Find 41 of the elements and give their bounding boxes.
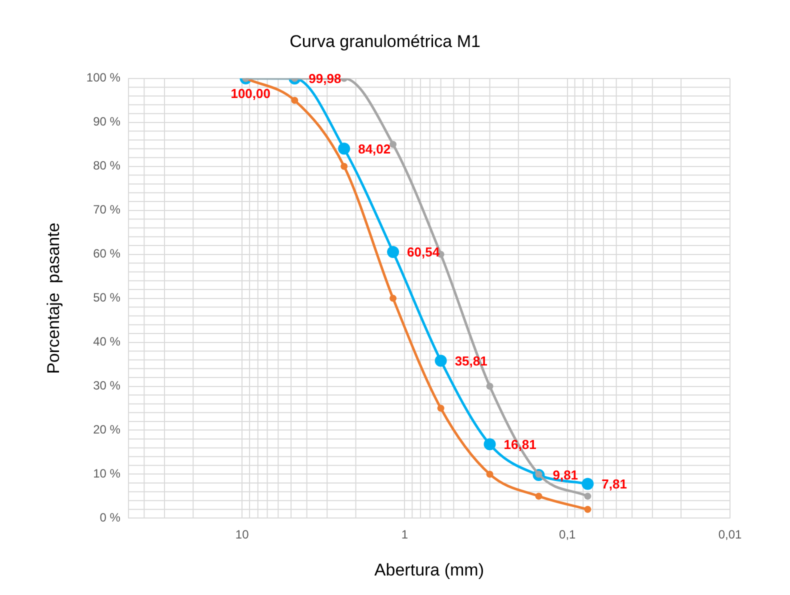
y-tick-label: 30 % bbox=[93, 378, 121, 393]
x-tick-label: 0,1 bbox=[559, 528, 576, 542]
point bbox=[340, 162, 348, 170]
y-tick-label: 50 % bbox=[93, 290, 121, 305]
point bbox=[390, 294, 397, 302]
y-axis-title: Porcentaje pasante bbox=[44, 222, 63, 374]
point bbox=[535, 492, 542, 500]
point bbox=[486, 470, 494, 478]
point bbox=[584, 492, 592, 500]
point bbox=[291, 96, 298, 104]
x-tick-label: 0,01 bbox=[718, 528, 742, 542]
y-tick-label: 80 % bbox=[93, 158, 121, 173]
chart-title: Curva granulométrica M1 bbox=[290, 32, 480, 51]
point bbox=[434, 354, 447, 367]
y-tick-label: 60 % bbox=[93, 246, 121, 261]
y-tick-label: 90 % bbox=[93, 114, 121, 129]
y-tick-label: 20 % bbox=[93, 422, 121, 437]
y-tick-label: 10 % bbox=[93, 466, 121, 481]
x-axis-title: Abertura (mm) bbox=[374, 560, 484, 580]
x-tick-label: 10 bbox=[235, 528, 250, 542]
data-label: 100,00 bbox=[230, 86, 270, 101]
data-label: 35,81 bbox=[454, 353, 488, 368]
point bbox=[584, 506, 592, 513]
data-label: 9,81 bbox=[552, 468, 578, 483]
y-tick-label: 40 % bbox=[93, 334, 121, 349]
point bbox=[387, 246, 400, 258]
point bbox=[338, 142, 350, 155]
point bbox=[486, 382, 494, 390]
data-label: 16,81 bbox=[504, 436, 536, 452]
y-tick-label: 0 % bbox=[100, 510, 121, 525]
point bbox=[390, 140, 397, 148]
x-tick-label: 1 bbox=[401, 528, 408, 542]
point bbox=[484, 438, 496, 450]
data-label: 60,54 bbox=[407, 244, 440, 260]
data-label: 99,98 bbox=[308, 71, 342, 86]
point bbox=[437, 404, 444, 412]
y-tick-label: 100 % bbox=[86, 70, 121, 85]
data-label: 84,02 bbox=[358, 141, 391, 156]
y-tick-label: 70 % bbox=[93, 202, 121, 217]
data-label: 7,81 bbox=[602, 476, 627, 492]
point bbox=[582, 478, 594, 490]
